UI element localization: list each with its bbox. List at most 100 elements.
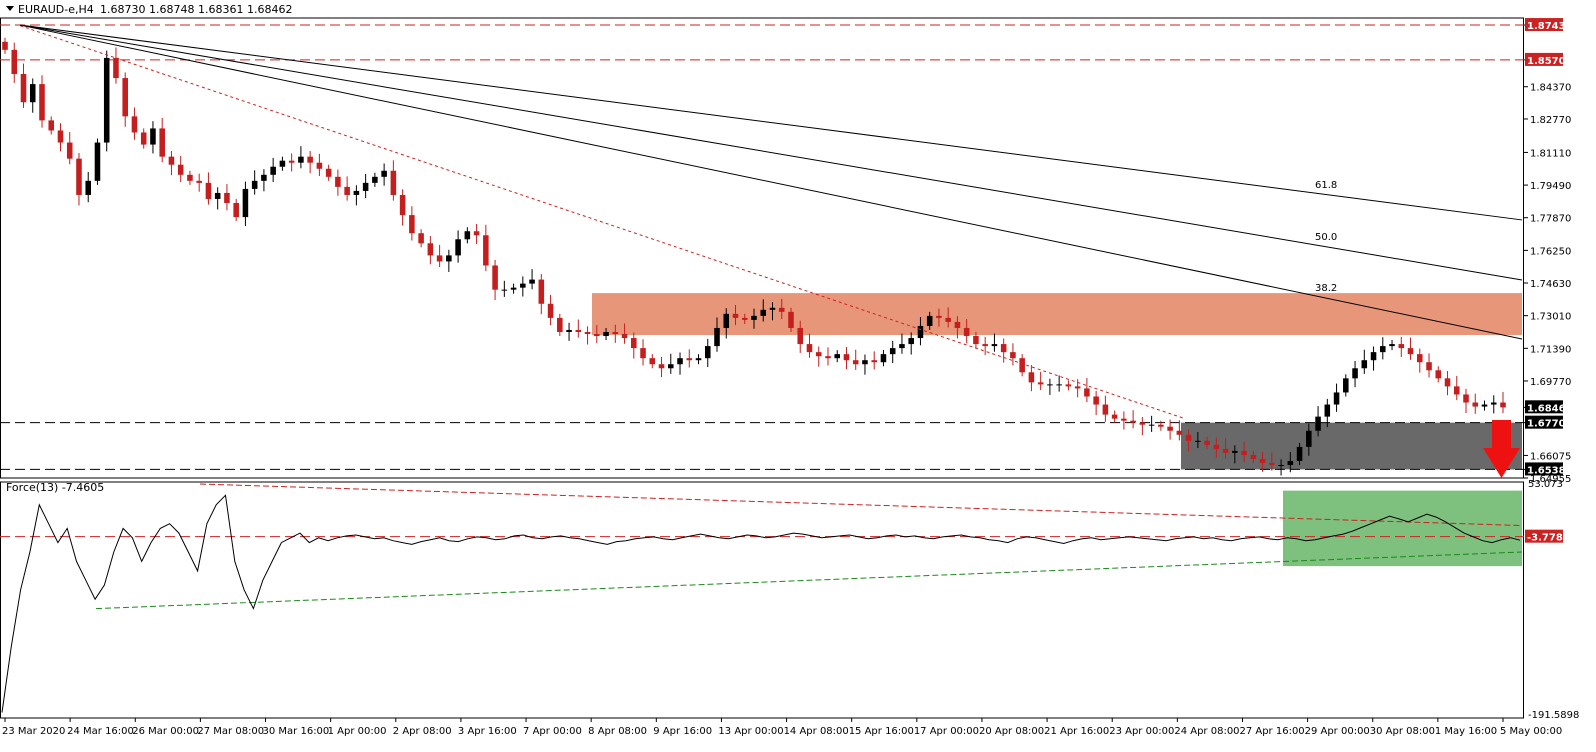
candle-body <box>1259 458 1266 463</box>
x-tick-label: 21 Apr 16:00 <box>1044 726 1109 737</box>
candle-body <box>381 170 387 177</box>
resistance-zone <box>592 293 1522 336</box>
candle-body <box>1176 430 1183 435</box>
candle-body <box>288 160 295 163</box>
price-tick-label: 1.81110 <box>1530 148 1571 159</box>
axes: 1.87430 1.85700 1.84370 1.82770 1.81110 1.794… <box>2 18 1579 737</box>
force-down-trendline <box>199 483 1523 527</box>
ohlc-readout: 1.68730 1.68748 1.68361 1.68462 <box>100 3 292 16</box>
candle-body <box>20 74 27 103</box>
x-tick-label: 1 May 16:00 <box>1435 726 1497 737</box>
price-tag-label: 1.65380 <box>1527 465 1573 476</box>
candle-body <box>177 164 184 175</box>
force-title: Force(13) -7.4605 <box>6 481 104 494</box>
x-tick-label: 13 Apr 00:00 <box>718 726 783 737</box>
price-tag <box>1525 415 1563 429</box>
collapse-triangle-icon[interactable] <box>6 6 14 11</box>
candle-body <box>963 327 970 337</box>
candle-body <box>769 307 776 310</box>
candle-body <box>1213 444 1220 449</box>
candle-body <box>1500 402 1506 408</box>
candle-body <box>1472 402 1479 407</box>
x-tick-label: 1 Apr 00:00 <box>328 726 387 737</box>
x-tick-label: 9 Apr 16:00 <box>653 726 712 737</box>
candle-body <box>584 331 591 335</box>
candle-body <box>1361 360 1368 369</box>
candle-body <box>732 313 739 318</box>
candle-body <box>760 309 767 316</box>
price-tick-label: 1.79490 <box>1530 181 1571 192</box>
price-tick-label: 1.69770 <box>1530 377 1571 388</box>
candle-body <box>686 358 693 361</box>
candle-body <box>233 203 239 218</box>
price-tag <box>1525 18 1563 32</box>
fib-fan-label: 38.2 <box>1315 283 1337 294</box>
candle-body <box>1306 430 1312 447</box>
x-tick-label: 5 May 00:00 <box>1500 726 1562 737</box>
price-tag-label: 1.67700 <box>1527 419 1573 430</box>
candle-body <box>899 344 905 349</box>
candle-body <box>362 182 369 191</box>
fib-fan-line <box>19 24 1523 221</box>
candle-body <box>566 329 572 332</box>
x-tick-label: 24 Apr 08:00 <box>1174 726 1239 737</box>
candle-body <box>455 239 461 256</box>
candle-body <box>1269 462 1275 466</box>
candle-body <box>1121 418 1127 421</box>
candle-body <box>66 142 73 159</box>
candle-body <box>649 358 656 365</box>
candle-body <box>1167 426 1173 431</box>
price-tag <box>1525 462 1563 476</box>
candle-body <box>1315 416 1321 431</box>
candle-body <box>150 128 156 145</box>
candle-body <box>1047 384 1053 386</box>
candle-body <box>862 360 868 365</box>
candle-body <box>261 174 267 181</box>
candle-body <box>1195 440 1201 442</box>
price-tick-label: 1.71390 <box>1530 344 1571 355</box>
candle-body <box>418 233 424 244</box>
candle-body <box>242 188 249 218</box>
x-tick-label: 17 Apr 00:00 <box>914 726 979 737</box>
candle-body <box>29 84 36 103</box>
candle-body <box>631 338 637 349</box>
x-tick-label: 8 Apr 08:00 <box>588 726 647 737</box>
candle-body <box>344 186 350 195</box>
candle-body <box>1324 404 1331 417</box>
candle-body <box>982 344 988 347</box>
candle-body <box>1028 372 1035 383</box>
candle-body <box>1278 465 1284 467</box>
price-tick-label: 1.66075 <box>1530 451 1571 462</box>
price-tag <box>1525 400 1563 414</box>
x-tick-label: 20 Apr 08:00 <box>979 726 1044 737</box>
candle-body <box>2 41 8 50</box>
candle-body <box>510 287 517 290</box>
candle-body <box>1065 384 1072 387</box>
candle-body <box>1370 352 1377 361</box>
force-up-trendline <box>95 551 1523 610</box>
x-tick-label: 14 Apr 08:00 <box>784 726 849 737</box>
price-panel-frame <box>0 17 1524 479</box>
candle-body <box>1417 354 1423 363</box>
candle-body <box>1000 344 1007 353</box>
candle-body <box>1380 346 1386 353</box>
candle-body <box>1130 420 1136 423</box>
candle-body <box>1435 370 1442 379</box>
candle-body <box>954 321 961 328</box>
x-tick-label: 15 Apr 16:00 <box>849 726 914 737</box>
chart-header: EURAUD-e,H4 1.68730 1.68748 1.68361 1.68… <box>6 3 292 16</box>
candle-body <box>991 344 998 347</box>
candle-body <box>723 313 730 328</box>
candle-body <box>1010 352 1016 359</box>
candle-body <box>640 348 646 359</box>
candle-body <box>621 334 628 339</box>
candle-body <box>57 130 64 143</box>
candle-body <box>1352 368 1358 379</box>
x-tick-label: 23 Mar 2020 <box>2 726 65 737</box>
candle-body <box>48 120 55 131</box>
fib-fan-line <box>19 24 1523 281</box>
candle-body <box>298 156 304 163</box>
price-tick-label: 1.76250 <box>1530 246 1571 257</box>
candle-body <box>1287 460 1294 466</box>
candle-body <box>1056 384 1062 386</box>
